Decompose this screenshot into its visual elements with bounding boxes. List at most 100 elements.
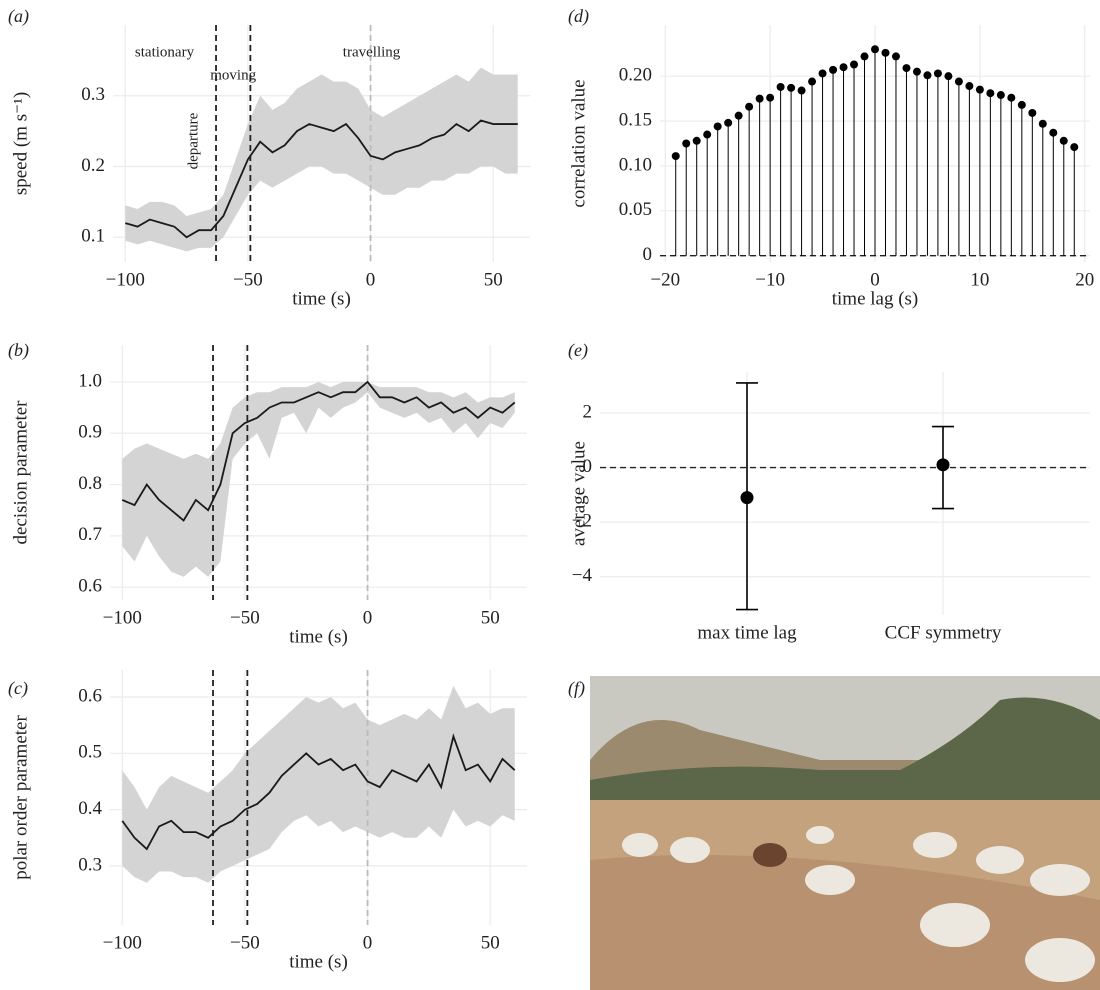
stem-point xyxy=(1028,108,1037,117)
x-tick-label: 0 xyxy=(363,932,373,953)
x-tick-label: 20 xyxy=(1075,269,1094,290)
y-tick-label: 0.2 xyxy=(81,155,105,176)
y-tick-label: 0.3 xyxy=(81,84,105,105)
x-axis-label: time (s) xyxy=(292,288,351,309)
panel: (a) 0.1 0.2 0.3 −100 −50 0 50 time (s) speed (m s… xyxy=(8,6,530,309)
x-tick-label: −100 xyxy=(106,269,145,290)
stem-point xyxy=(1007,93,1016,102)
stem-point xyxy=(797,86,806,95)
photo-goats xyxy=(622,826,1095,982)
stem-point xyxy=(933,69,942,78)
annotation: stationary xyxy=(135,45,195,61)
annotation: departure xyxy=(185,112,201,169)
stem-point xyxy=(871,45,879,54)
y-tick-label: 0.9 xyxy=(78,422,102,443)
y-tick-label: 0.1 xyxy=(81,226,105,247)
mean-line xyxy=(125,119,518,239)
y-tick-label: 0.05 xyxy=(619,199,652,220)
x-axis-label: time lag (s) xyxy=(832,288,919,309)
stem-point xyxy=(839,63,848,72)
confidence-band xyxy=(122,685,515,883)
stem-point xyxy=(671,152,680,161)
y-axis-label: average value xyxy=(568,441,589,546)
stem-point xyxy=(881,48,890,57)
stem-point xyxy=(975,85,984,94)
mean-point xyxy=(740,491,754,505)
stem-point xyxy=(703,130,712,139)
stem-point xyxy=(808,77,817,86)
annotation: travelling xyxy=(343,45,401,61)
stem-point xyxy=(776,82,785,91)
y-tick-label: 1.0 xyxy=(78,370,102,391)
x-tick-label: −50 xyxy=(230,607,260,628)
x-axis-label: time (s) xyxy=(289,626,348,647)
stem-point xyxy=(829,65,838,74)
x-axis-label: time (s) xyxy=(289,951,348,972)
mean-line xyxy=(121,380,516,522)
y-tick-label: −4 xyxy=(572,565,593,586)
panel-label: (b) xyxy=(8,340,29,361)
y-tick-label: 0 xyxy=(643,244,653,265)
stem-point xyxy=(996,91,1005,100)
panel-label: (d) xyxy=(568,6,589,27)
x-tick-label: 50 xyxy=(481,932,500,953)
stem-point xyxy=(734,111,743,120)
stem-point xyxy=(986,89,995,98)
panel-label: (c) xyxy=(8,678,28,699)
stem-point xyxy=(891,52,900,61)
panel-label: (e) xyxy=(568,340,588,361)
stem-point xyxy=(965,82,974,91)
y-axis-label: correlation value xyxy=(568,79,589,207)
panel: (e) −4 −2 0 2 average value max time lag CCF sy… xyxy=(568,340,1090,643)
y-tick-label: 0.20 xyxy=(619,65,652,86)
photo xyxy=(590,676,1100,990)
x-tick-label: −10 xyxy=(755,269,785,290)
y-tick-label: −2 xyxy=(572,511,592,532)
y-tick-label: 0.3 xyxy=(78,854,102,875)
y-tick-label: 0.15 xyxy=(619,109,652,130)
stem-point xyxy=(713,122,722,131)
panel-label: (a) xyxy=(8,6,29,27)
stem-point xyxy=(860,52,869,61)
x-tick-label: −100 xyxy=(103,607,142,628)
x-tick-label: 50 xyxy=(484,269,503,290)
y-tick-label: 0.5 xyxy=(78,742,102,763)
stem-point xyxy=(1017,100,1026,109)
photo-trees xyxy=(590,697,1100,800)
stem-point xyxy=(724,118,733,127)
y-axis-label: decision parameter xyxy=(10,400,31,545)
stem-point xyxy=(850,60,859,69)
y-tick-label: 2 xyxy=(583,401,593,422)
panel: (b) 0.6 0.7 0.8 0.9 1.0 −100 −50 0 50 time (s) deci… xyxy=(8,340,527,647)
y-tick-label: 0 xyxy=(583,456,593,477)
stem-point xyxy=(1059,136,1068,145)
x-tick-label: 50 xyxy=(481,607,500,628)
y-tick-label: 0.10 xyxy=(619,154,652,175)
stem-point xyxy=(902,64,911,73)
stem-point xyxy=(755,94,764,103)
x-tick-label: max time lag xyxy=(697,622,797,643)
panel: (d) 0 0.05 0.10 0.15 0.20 −20 −10 0 10 20 time lag … xyxy=(568,6,1094,309)
x-tick-label: −50 xyxy=(233,269,263,290)
stem-point xyxy=(944,72,953,81)
y-tick-label: 0.4 xyxy=(78,798,102,819)
y-tick-label: 0.6 xyxy=(78,576,102,597)
stem-point xyxy=(1070,143,1079,152)
x-tick-label: −100 xyxy=(103,932,142,953)
stem-point xyxy=(745,102,754,111)
x-tick-label: 0 xyxy=(363,607,373,628)
y-tick-label: 0.7 xyxy=(78,524,102,545)
confidence-band xyxy=(125,67,518,252)
stem-point xyxy=(954,77,963,86)
stem-point xyxy=(682,139,691,148)
stem-point xyxy=(787,83,796,92)
annotation: moving xyxy=(210,67,256,83)
x-tick-label: 10 xyxy=(970,269,989,290)
stem-point xyxy=(692,136,701,145)
y-axis-label: polar order parameter xyxy=(10,715,31,880)
stem-point xyxy=(1049,128,1058,137)
x-tick-label: CCF symmetry xyxy=(885,622,1002,643)
stem-point xyxy=(766,93,775,102)
stem-point xyxy=(1038,119,1047,128)
